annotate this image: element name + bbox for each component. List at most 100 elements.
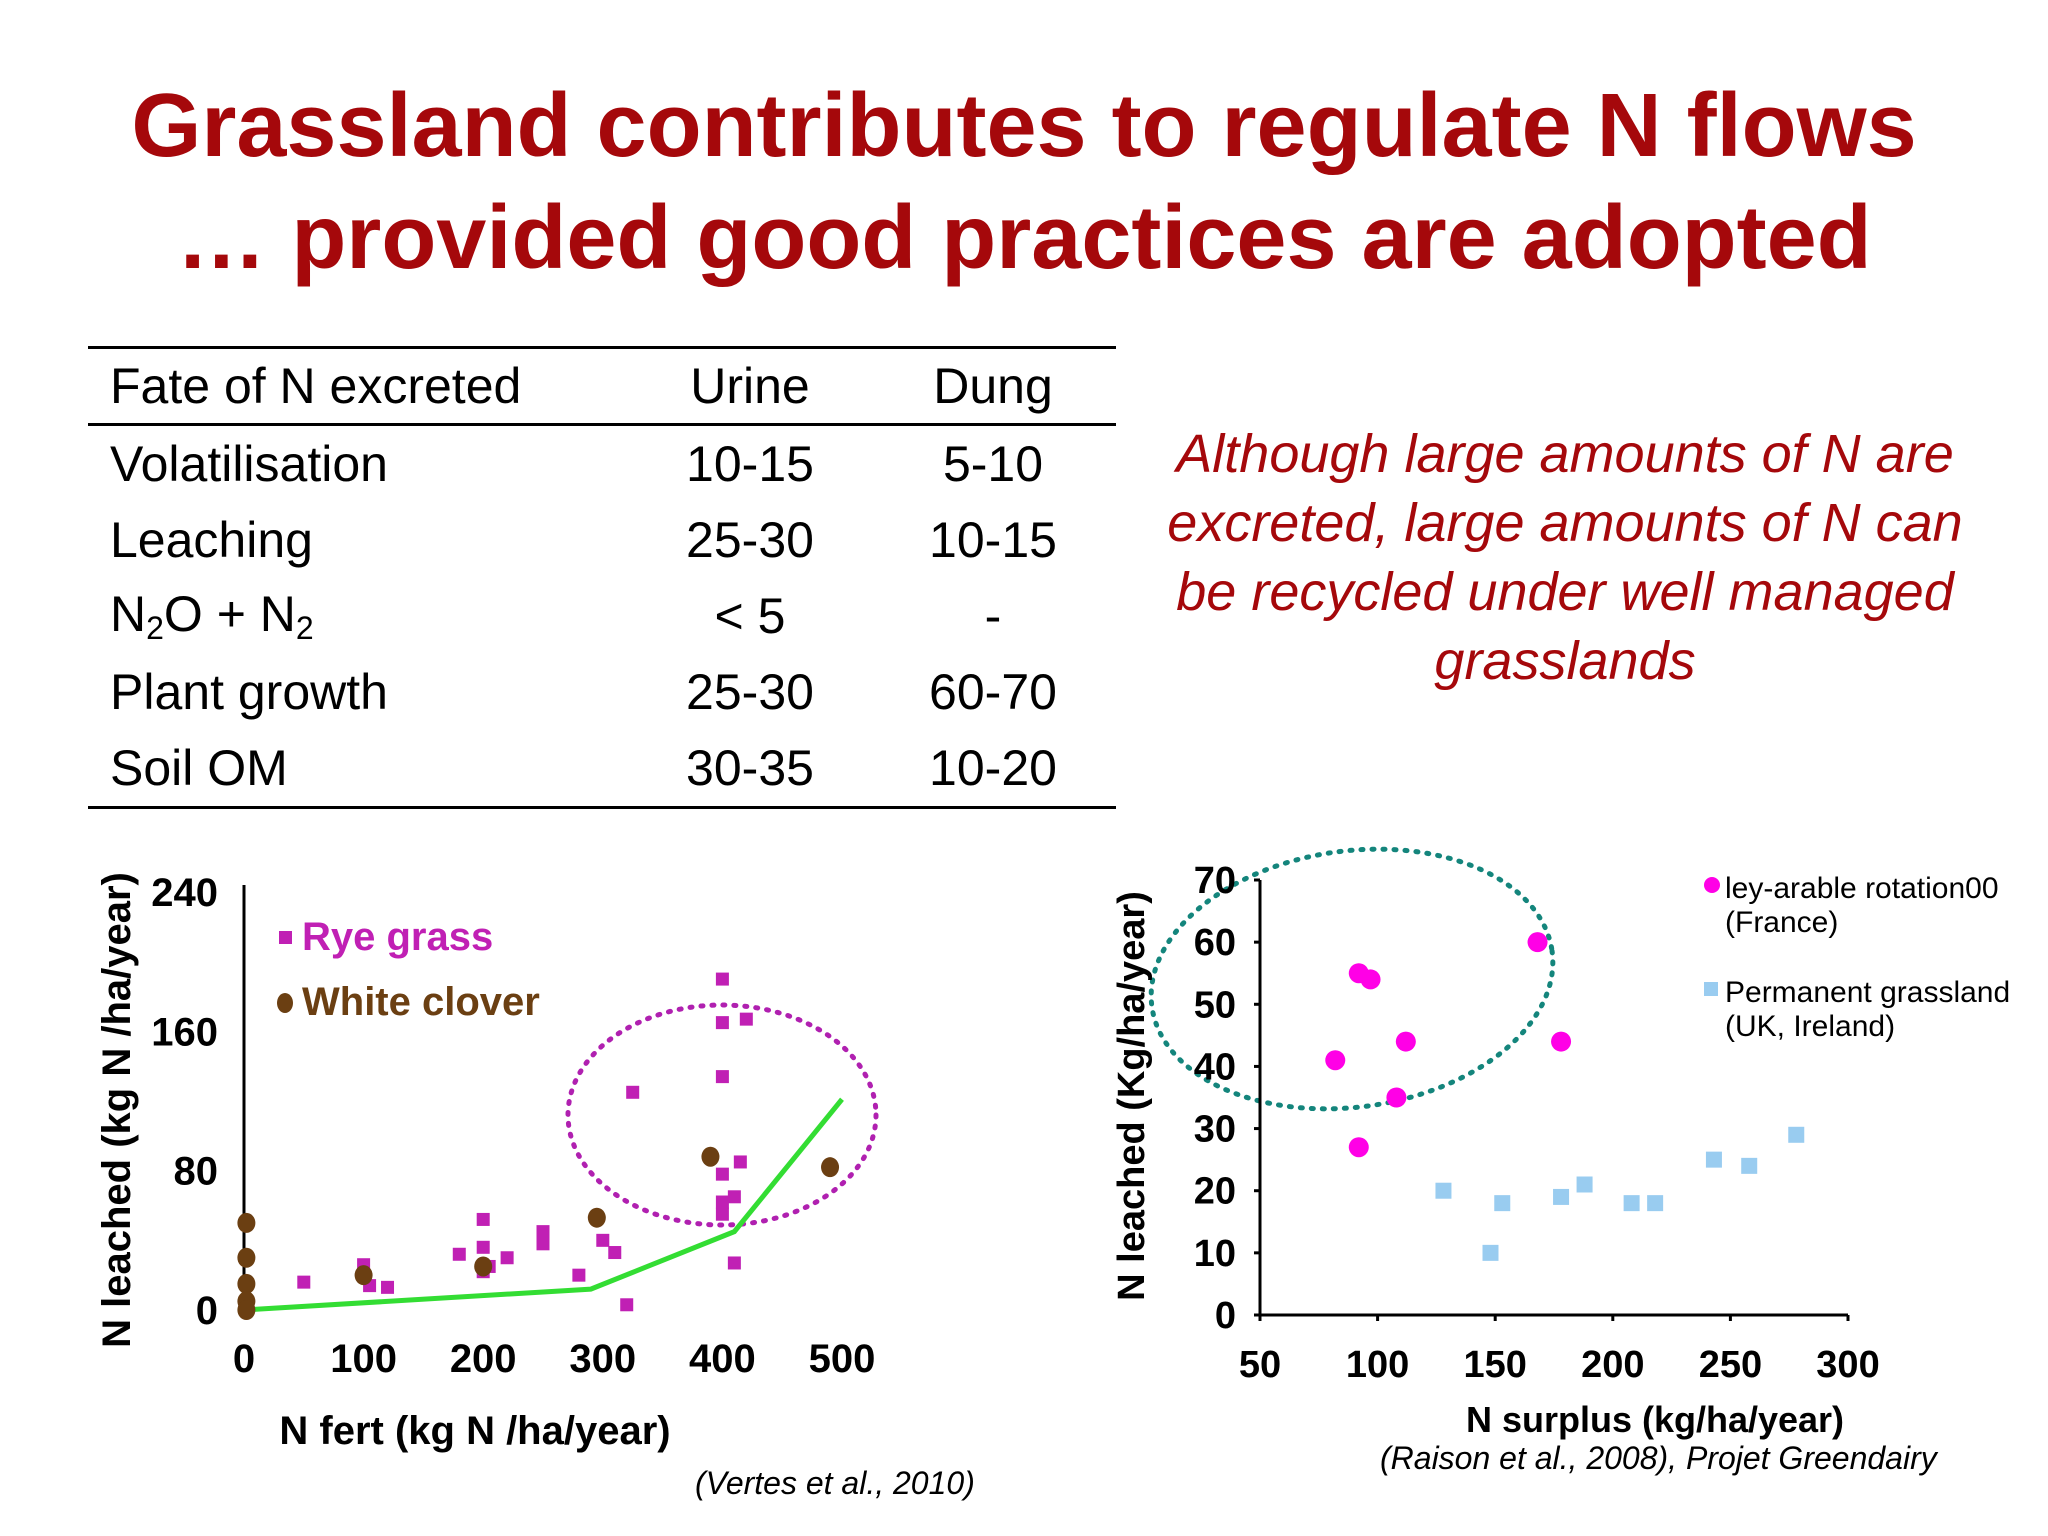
table-cell-n2o: N2O + N2: [110, 586, 314, 646]
y-tick-label: 240: [151, 871, 218, 915]
title-line-2: … provided good practices are adopted: [176, 188, 1872, 288]
table-cell: 10-15: [929, 512, 1057, 568]
y-tick-label: 0: [196, 1289, 218, 1333]
point-white-clover: [474, 1256, 493, 1277]
x-tick-label: 200: [1581, 1344, 1644, 1386]
point-rye-grass: [715, 1167, 729, 1181]
x-axis-label: N surplus (kg/ha/year): [1466, 1399, 1844, 1440]
point-permanent-grassland: [1576, 1176, 1593, 1193]
point-permanent-grassland: [1482, 1244, 1499, 1261]
table-cell: Plant growth: [110, 664, 388, 720]
table-cell: 30-35: [630, 730, 870, 809]
point-ley-arable: [1348, 1137, 1369, 1158]
point-rye-grass: [715, 972, 729, 986]
table-header: Fate of N excreted: [88, 346, 630, 426]
slide-title: Grassland contributes to regulate N flow…: [0, 70, 2048, 294]
point-ley-arable: [1325, 1050, 1346, 1071]
point-rye-grass: [297, 1275, 311, 1289]
table-header: Urine: [630, 346, 870, 426]
point-rye-grass: [715, 1016, 729, 1030]
point-white-clover: [237, 1212, 256, 1233]
point-permanent-grassland: [1788, 1126, 1805, 1143]
point-rye-grass: [620, 1298, 634, 1312]
y-tick-label: 50: [1194, 984, 1236, 1026]
point-ley-arable: [1386, 1087, 1407, 1108]
trend-line: [243, 1097, 844, 1313]
y-tick-label: 70: [1194, 860, 1236, 902]
y-axis-label: N leached (Kg/ha/year): [1111, 891, 1153, 1301]
y-axis-label: N leached (kg N /ha/year): [95, 872, 139, 1348]
legend: Rye grass White clover: [277, 915, 540, 1024]
x-tick-label: 300: [569, 1337, 636, 1381]
point-rye-grass: [715, 1070, 729, 1084]
point-rye-grass: [452, 1247, 466, 1261]
y-tick-label: 80: [174, 1150, 219, 1194]
x-tick-label: 0: [233, 1337, 255, 1381]
x-tick-label: 400: [689, 1337, 756, 1381]
table-row: Plant growth 25-30 60-70: [88, 654, 1116, 730]
citation-right: (Raison et al., 2008), Projet Greendairy: [1380, 1440, 1937, 1476]
y-tick-label: 40: [1194, 1046, 1236, 1088]
legend-swatch-rye-grass: [279, 931, 292, 944]
y-tick-label: 10: [1194, 1233, 1236, 1275]
point-white-clover: [237, 1300, 256, 1320]
table-cell: Volatilisation: [110, 436, 388, 492]
y-tick-label: 160: [151, 1010, 218, 1054]
table-cell: 60-70: [929, 664, 1057, 720]
point-rye-grass: [572, 1268, 586, 1282]
table-cell: Soil OM: [88, 730, 630, 809]
chart-nsurplus-vs-leached: 0 10 20 30 40 50 60 70 50 100 150 200 250 300 N leac…: [1111, 846, 2010, 1440]
x-tick-label: 50: [1239, 1344, 1281, 1386]
table-row: Soil OM 30-35 10-20: [88, 730, 1116, 809]
point-permanent-grassland: [1705, 1151, 1722, 1168]
legend-label-permanent-grassland: Permanent grassland: [1725, 976, 2010, 1009]
point-permanent-grassland: [1494, 1195, 1511, 1212]
point-ley-arable: [1551, 1031, 1572, 1052]
callout-text: Although large amounts of N are excreted…: [1167, 424, 1963, 691]
legend-label-rye-grass: Rye grass: [302, 915, 493, 959]
x-tick-label: 150: [1463, 1344, 1526, 1386]
point-white-clover: [237, 1273, 256, 1294]
point-rye-grass: [733, 1155, 747, 1169]
legend-label-ley-arable: ley-arable rotation00: [1725, 872, 1999, 905]
point-rye-grass: [727, 1190, 741, 1204]
point-rye-grass: [715, 1207, 729, 1221]
y-tick-label: 60: [1194, 922, 1236, 964]
chart-nfert-vs-leached: 0 80 160 240 0 100 200 300 400 500 N leached (kg…: [95, 871, 879, 1453]
legend: ley-arable rotation00 (France) Permanent…: [1704, 872, 2010, 1043]
point-rye-grass: [596, 1233, 610, 1247]
citation-left: (Vertes et al., 2010): [695, 1465, 975, 1501]
point-ley-arable: [1527, 932, 1548, 953]
x-tick-label: 300: [1816, 1344, 1879, 1386]
y-tick-label: 0: [1215, 1295, 1236, 1337]
point-white-clover: [821, 1157, 840, 1178]
legend-swatch-ley-arable: [1704, 877, 1720, 893]
point-rye-grass: [608, 1246, 622, 1260]
table-cell: 25-30: [686, 664, 814, 720]
point-white-clover: [237, 1247, 256, 1268]
table-cell: Leaching: [110, 512, 313, 568]
title-line-1: Grassland contributes to regulate N flow…: [131, 76, 1917, 176]
x-tick-label: 200: [450, 1337, 517, 1381]
table-header: Dung: [870, 346, 1116, 426]
legend-swatch-permanent-grassland: [1704, 982, 1718, 996]
point-permanent-grassland: [1623, 1195, 1640, 1212]
point-white-clover: [354, 1265, 373, 1286]
point-rye-grass: [536, 1225, 550, 1239]
n-fate-table: Fate of N excreted Urine Dung Volatilisa…: [88, 346, 1116, 809]
table-cell: 5-10: [942, 436, 1044, 492]
table-row: Leaching 25-30 10-15: [88, 502, 1116, 578]
point-white-clover: [701, 1146, 720, 1167]
x-tick-label: 100: [330, 1337, 397, 1381]
table-cell: 25-30: [686, 512, 814, 568]
point-rye-grass: [476, 1212, 490, 1226]
y-tick-label: 20: [1194, 1171, 1236, 1213]
point-rye-grass: [715, 1195, 729, 1209]
table-header-row: Fate of N excreted Urine Dung: [88, 346, 1116, 426]
highlight-ellipse: [1148, 846, 1556, 1112]
point-rye-grass: [739, 1012, 753, 1026]
point-permanent-grassland: [1741, 1157, 1758, 1174]
table-row: Volatilisation 10-15 5-10: [88, 425, 1116, 503]
point-permanent-grassland: [1553, 1188, 1570, 1205]
table-cell: 10-15: [686, 436, 814, 492]
